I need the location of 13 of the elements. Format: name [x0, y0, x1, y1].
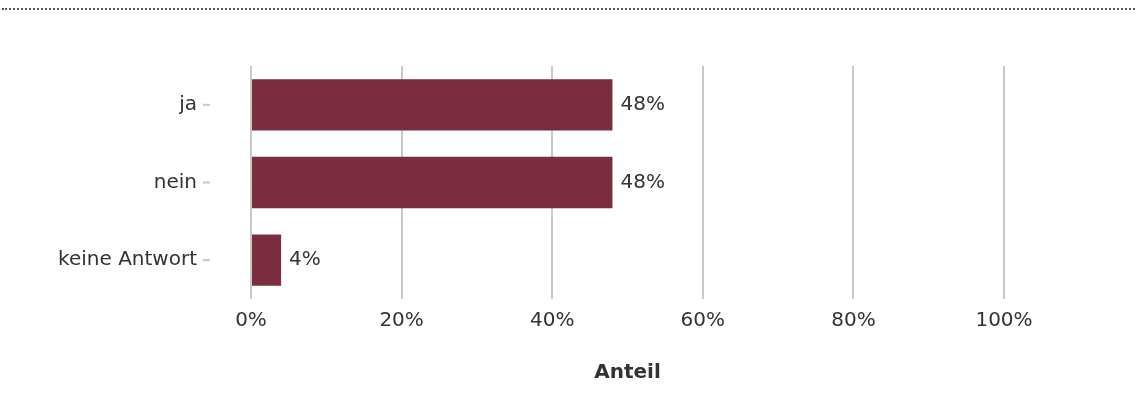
data-label: 4% — [289, 246, 321, 271]
data-label: 48% — [620, 168, 665, 193]
x-tick-label: 100% — [975, 307, 1033, 332]
x-axis-title: Anteil — [594, 359, 661, 384]
x-tick-label: 20% — [379, 307, 424, 332]
y-tick-label: keine Antwort — [58, 246, 198, 271]
x-tick-label: 40% — [529, 307, 575, 332]
data-label: 48% — [620, 91, 665, 116]
x-tick-label: 0% — [235, 307, 267, 332]
y-tick-label: nein — [153, 168, 197, 193]
x-tick-label: 80% — [831, 307, 876, 332]
x-tick-label: 60% — [680, 307, 726, 332]
y-tick-label: ja — [178, 91, 197, 116]
